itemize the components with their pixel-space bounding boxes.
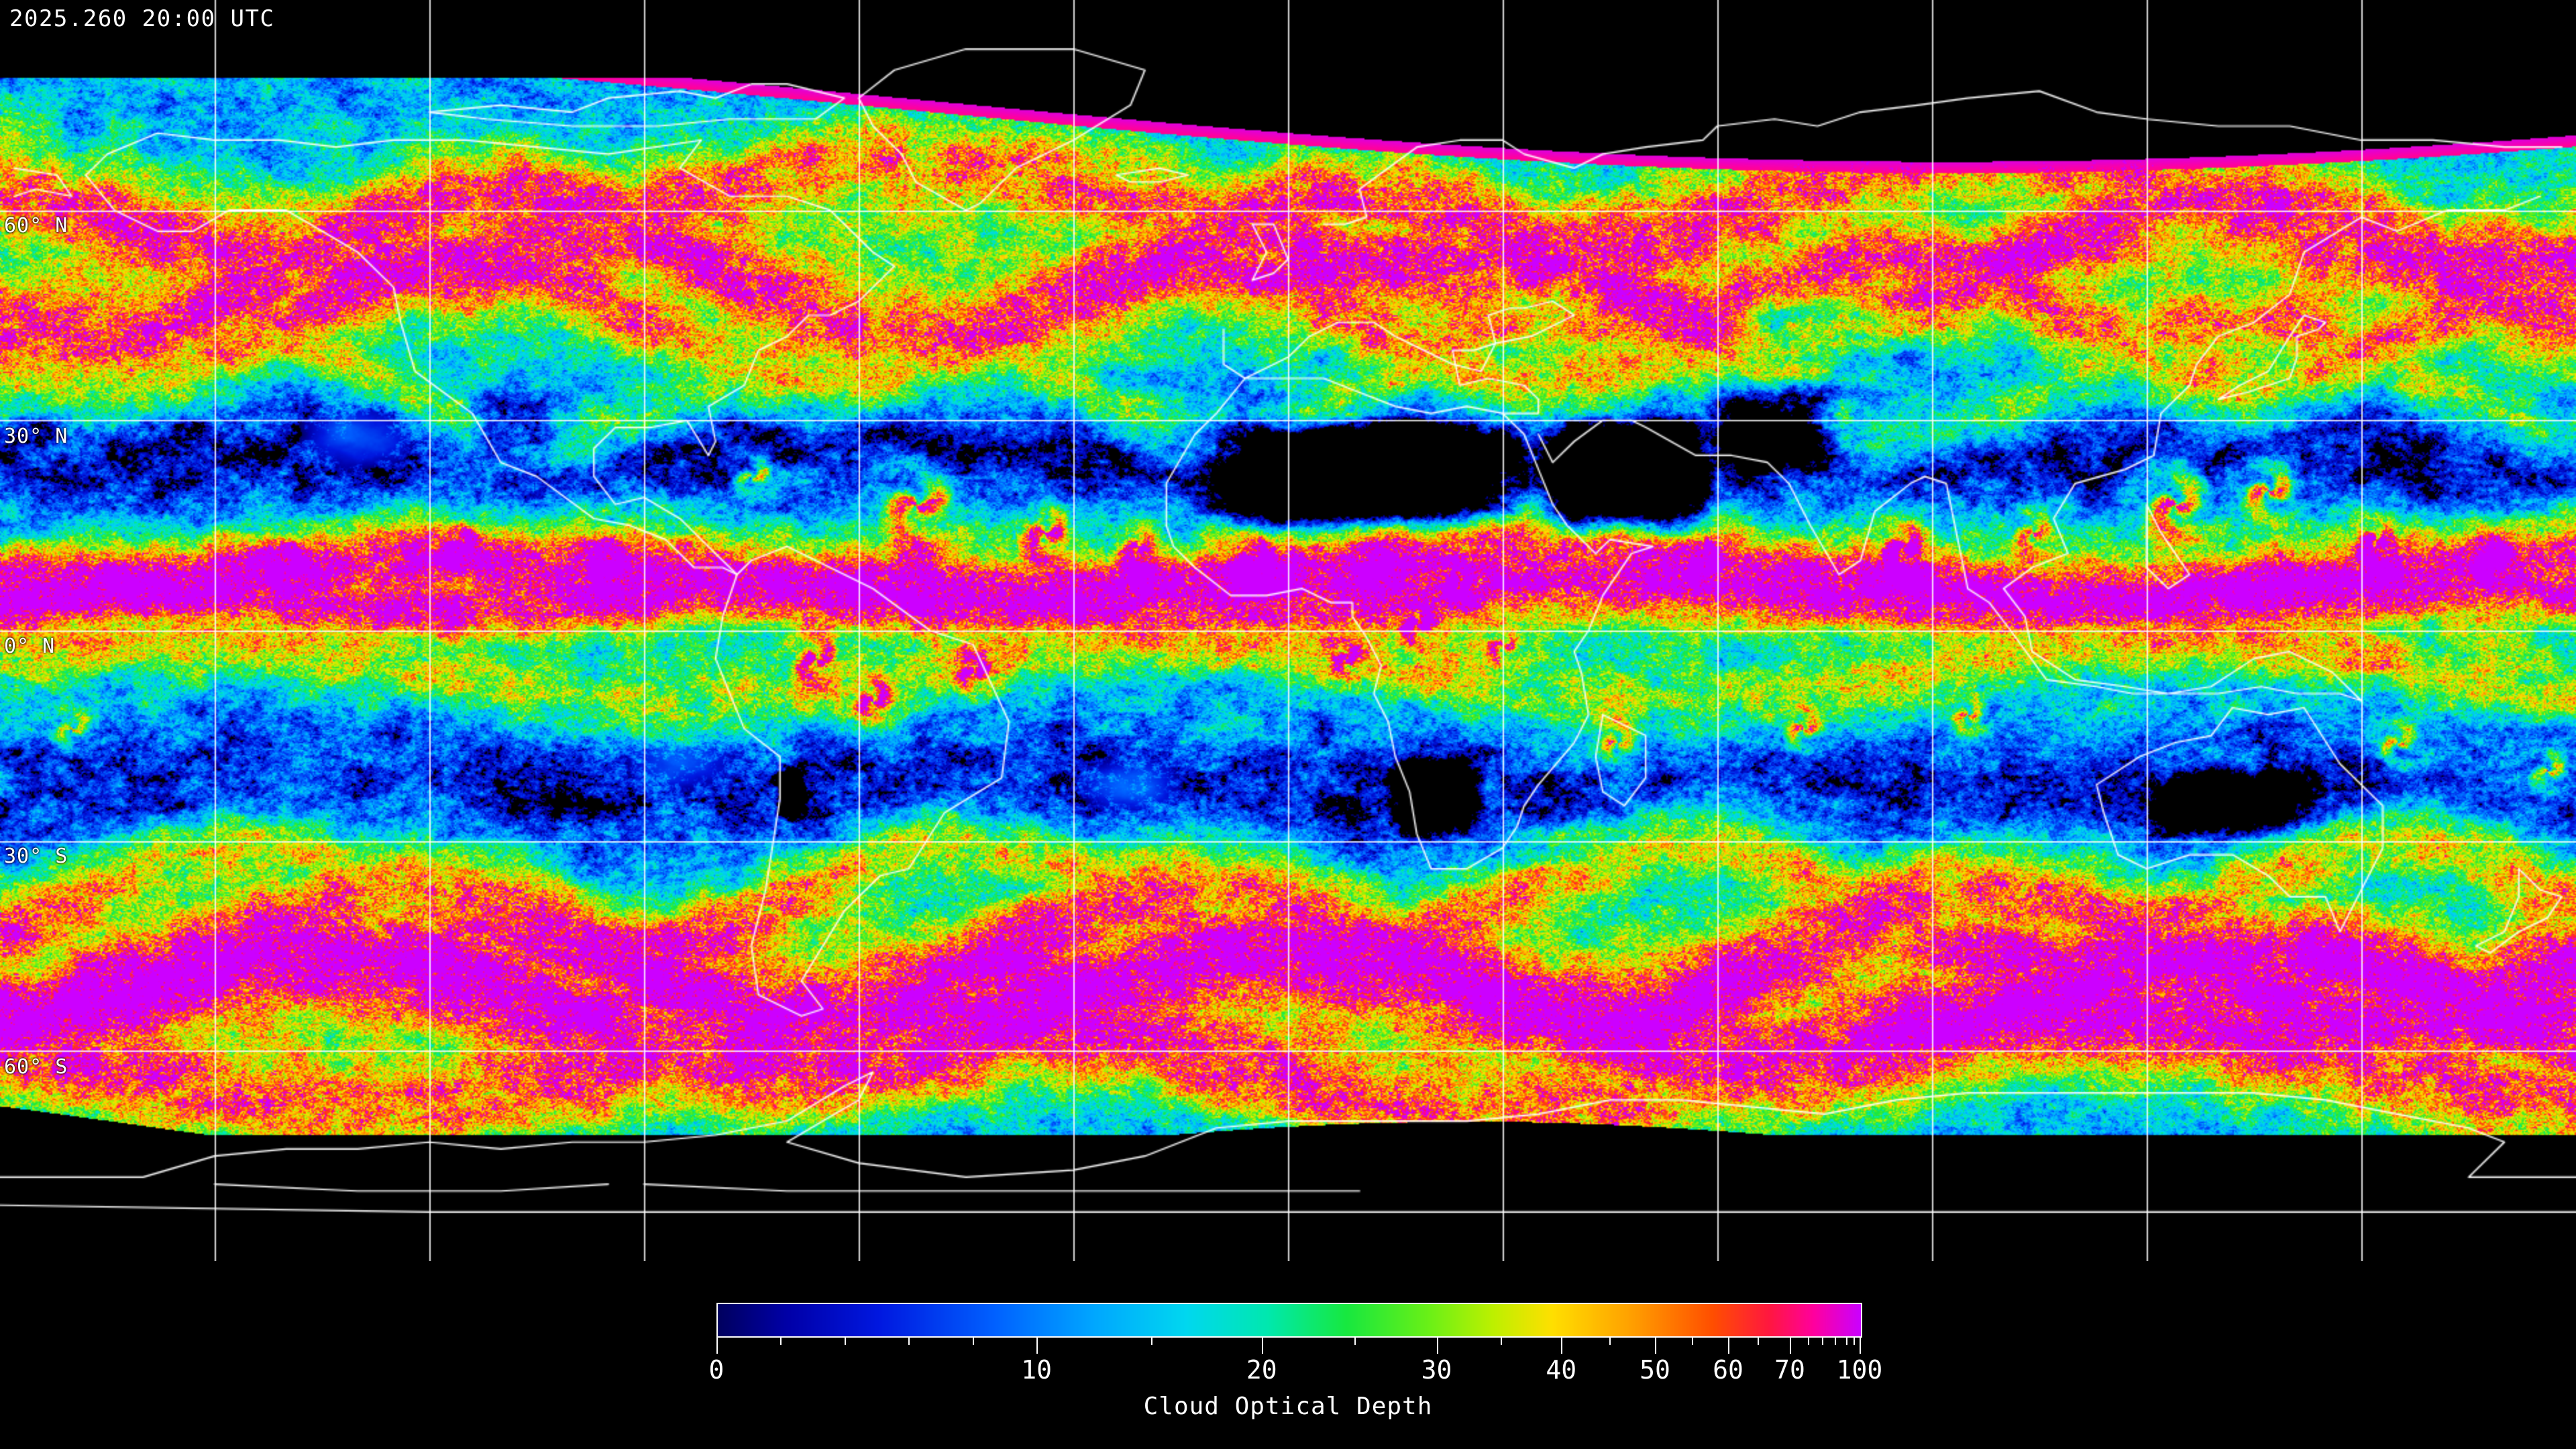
colorbar-tick-label: 20: [1246, 1355, 1277, 1385]
colorbar-minor-tick: [1500, 1336, 1502, 1345]
colorbar-minor-tick: [1354, 1336, 1356, 1345]
colorbar-tick-label: 10: [1021, 1355, 1052, 1385]
lat-label-60n: 60° N: [4, 214, 68, 238]
colorbar-tick-label: 70: [1774, 1355, 1805, 1385]
lat-label-60s: 60° S: [4, 1055, 68, 1079]
colorbar-minor-tick: [1609, 1336, 1611, 1345]
colorbar-tick-label: 30: [1421, 1355, 1452, 1385]
lat-label-0: 0° N: [4, 635, 56, 658]
colorbar-minor-tick: [1150, 1336, 1152, 1345]
colorbar-minor-tick: [1821, 1336, 1823, 1345]
colorbar-major-tick: [1860, 1336, 1861, 1354]
colorbar-gradient: [718, 1304, 1861, 1336]
colorbar-minor-tick: [1854, 1336, 1856, 1345]
coastlines-and-graticule: [0, 0, 2576, 1261]
colorbar-tick-label: 60: [1713, 1355, 1743, 1385]
colorbar-major-tick: [1728, 1336, 1730, 1354]
colorbar-block: Cloud Optical Depth 0 10 20 30 40 50 60 70 100: [0, 1261, 2576, 1449]
colorbar-tick-label: 0: [708, 1355, 724, 1385]
colorbar-minor-tick: [972, 1336, 974, 1345]
colorbar-minor-tick: [1834, 1336, 1836, 1345]
colorbar-major-tick: [1561, 1336, 1563, 1354]
colorbar-minor-tick: [1691, 1336, 1693, 1345]
world-cloud-map: 60° N 30° N 0° N 30° S 60° S 2025.260 20…: [0, 0, 2576, 1261]
colorbar-minor-tick: [780, 1336, 782, 1345]
colorbar-minor-tick: [844, 1336, 846, 1345]
colorbar-major-tick: [716, 1336, 718, 1354]
colorbar-tick-label: 40: [1546, 1355, 1577, 1385]
colorbar-tick-label: 50: [1640, 1355, 1670, 1385]
timestamp-label: 2025.260 20:00 UTC: [9, 5, 275, 32]
colorbar-major-tick: [1654, 1336, 1656, 1354]
colorbar-ticks: [716, 1336, 1861, 1354]
colorbar-minor-tick: [1758, 1336, 1760, 1345]
colorbar: [716, 1303, 1862, 1338]
lat-label-30n: 30° N: [4, 424, 68, 448]
lat-label-30s: 30° S: [4, 845, 68, 869]
colorbar-minor-tick: [908, 1336, 910, 1345]
colorbar-title: Cloud Optical Depth: [1143, 1393, 1433, 1420]
colorbar-major-tick: [1036, 1336, 1038, 1354]
colorbar-minor-tick: [1808, 1336, 1810, 1345]
colorbar-major-tick: [1261, 1336, 1263, 1354]
colorbar-major-tick: [1790, 1336, 1792, 1354]
colorbar-minor-tick: [1845, 1336, 1847, 1345]
colorbar-tick-label: 100: [1836, 1355, 1883, 1385]
colorbar-major-tick: [1436, 1336, 1438, 1354]
